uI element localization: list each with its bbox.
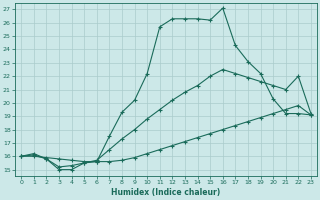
X-axis label: Humidex (Indice chaleur): Humidex (Indice chaleur): [111, 188, 221, 197]
